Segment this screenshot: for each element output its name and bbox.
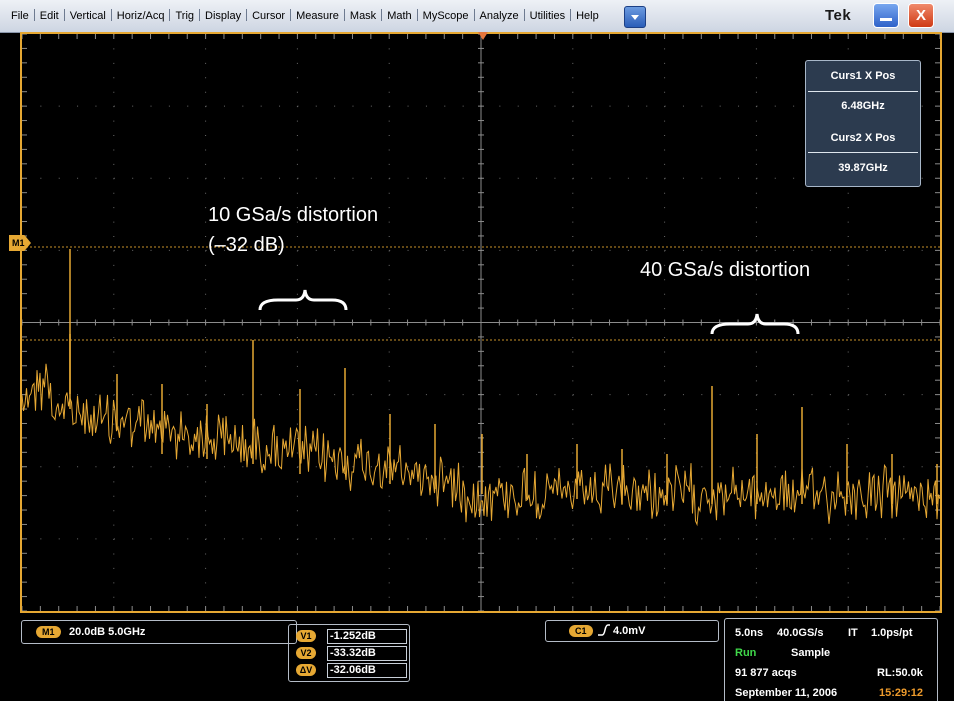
math-badge: M1 (36, 626, 61, 638)
menu-separator (246, 9, 248, 21)
run-state: Run (735, 647, 757, 659)
acquisition-readout[interactable]: 5.0ns 40.0GS/s IT 1.0ps/pt Run Sample 91… (724, 618, 938, 701)
trigger-level: 4.0mV (613, 625, 646, 637)
trigger-channel-badge: C1 (569, 625, 593, 637)
clock: 15:29:12 (879, 687, 924, 699)
rising-edge-icon (598, 624, 610, 636)
close-button[interactable]: X (908, 3, 934, 28)
menu-separator (381, 9, 383, 21)
menu-item-file[interactable]: File (11, 10, 29, 22)
curs1-value: 6.48GHz (841, 100, 885, 112)
acquisition-mode: Sample (791, 647, 831, 659)
date: September 11, 2006 (735, 687, 838, 699)
delta-v-badge: ΔV (296, 664, 316, 676)
graticule-svg (22, 34, 940, 611)
menu-item-edit[interactable]: Edit (39, 10, 59, 22)
graticule-grid (22, 34, 940, 611)
trigger-position-icon (478, 32, 488, 40)
menu-item-cursor[interactable]: Cursor (252, 10, 286, 22)
menu-item-display[interactable]: Display (205, 10, 242, 22)
curs1-label: Curs1 X Pos (830, 70, 896, 82)
menu-separator (33, 9, 35, 21)
menu-bar: File Edit Vertical Horiz/Acq Trig Display Curs… (0, 0, 954, 33)
math-channel-readout[interactable]: M1 20.0dB 5.0GHz (21, 620, 297, 644)
curs2-label: Curs2 X Pos (830, 132, 896, 144)
menu-item-horiz-acq[interactable]: Horiz/Acq (116, 10, 165, 22)
menu-item-vertical[interactable]: Vertical (69, 10, 106, 22)
menu-item-trig[interactable]: Trig (175, 10, 195, 22)
v1-value: -1.252dB (327, 629, 407, 644)
menu-item-analyze[interactable]: Analyze (479, 10, 519, 22)
timebase: 5.0ns (735, 627, 764, 639)
sample-rate: 40.0GS/s (777, 627, 824, 639)
acquisition-count: 91 877 acqs (735, 667, 797, 679)
math-settings: 20.0dB 5.0GHz (69, 626, 146, 638)
menu-item-myscope[interactable]: MyScope (422, 10, 469, 22)
annotation-10gsa-distortion: 10 GSa/s distortion (208, 204, 379, 226)
menu-separator (416, 9, 418, 21)
menu-separator (343, 9, 345, 21)
menu-item-mask[interactable]: Mask (349, 10, 377, 22)
cursor-readout-panel[interactable]: Curs1 X Pos 6.48GHz Curs2 X Pos 39.87GHz (805, 60, 921, 187)
v2-row: V2 -33.32dB (289, 645, 409, 662)
menu-separator (290, 9, 292, 21)
menu-item-help[interactable]: Help (576, 10, 599, 22)
waveform-display[interactable]: 10 GSa/s distortion (–32 dB) 40 GSa/s di… (20, 32, 942, 613)
trigger-readout[interactable]: C1 4.0mV (545, 620, 719, 642)
menu-item-math[interactable]: Math (387, 10, 412, 22)
delta-v-value: -32.06dB (327, 663, 407, 678)
brace-10gsa (258, 289, 348, 311)
menu-separator (169, 9, 171, 21)
v2-value: -33.32dB (327, 646, 407, 661)
menu-separator (199, 9, 201, 21)
brand-logo: Tek (825, 7, 852, 24)
v1-badge: V1 (296, 630, 316, 642)
annotation-10gsa-level: (–32 dB) (208, 234, 285, 256)
menu-item-measure[interactable]: Measure (296, 10, 339, 22)
menu-list: File Edit Vertical Horiz/Acq Trig Display Curs… (6, 9, 604, 22)
v2-badge: V2 (296, 647, 316, 659)
brace-40gsa (710, 313, 800, 335)
menu-separator (523, 9, 525, 21)
record-length: RL:50.0k (877, 667, 923, 679)
v1-row: V1 -1.252dB (289, 628, 409, 645)
acq-mode-label: IT (848, 627, 858, 639)
spectrum-trace (22, 363, 940, 527)
voltage-cursor-readout[interactable]: V1 -1.252dB V2 -33.32dB ΔV -32.06dB (288, 624, 410, 682)
delta-v-row: ΔV -32.06dB (289, 662, 409, 679)
menu-separator (63, 9, 65, 21)
math-reference-marker[interactable]: M1 (9, 235, 31, 251)
menu-separator (110, 9, 112, 21)
menu-item-utilities[interactable]: Utilities (529, 10, 566, 22)
spur-lines (69, 249, 938, 504)
annotation-40gsa-distortion: 40 GSa/s distortion (640, 259, 811, 281)
menu-separator (570, 9, 572, 21)
divider (808, 152, 918, 153)
readout-panel: M1 20.0dB 5.0GHz V1 -1.252dB V2 -33.32dB… (8, 614, 954, 701)
resolution: 1.0ps/pt (871, 627, 913, 639)
menu-separator (473, 9, 475, 21)
curs2-value: 39.87GHz (838, 162, 888, 174)
menu-dropdown-button[interactable] (624, 6, 646, 28)
divider (808, 91, 918, 92)
minimize-button[interactable] (873, 3, 899, 28)
